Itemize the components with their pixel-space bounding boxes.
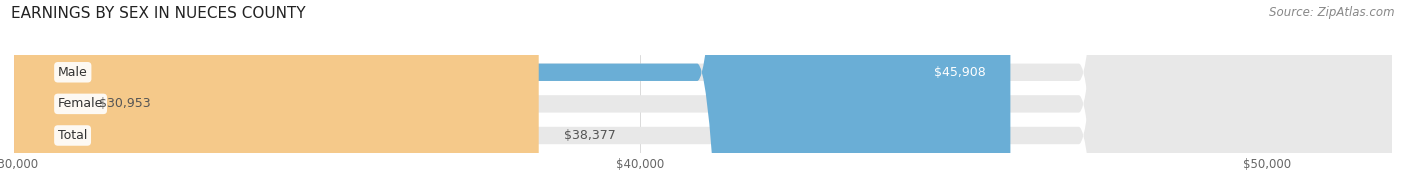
Text: Female: Female (58, 97, 103, 110)
FancyBboxPatch shape (14, 0, 538, 196)
Text: Male: Male (58, 66, 87, 79)
FancyBboxPatch shape (14, 0, 1392, 196)
FancyBboxPatch shape (14, 0, 1392, 196)
Text: $38,377: $38,377 (564, 129, 616, 142)
Text: $30,953: $30,953 (98, 97, 150, 110)
FancyBboxPatch shape (14, 0, 1011, 196)
FancyBboxPatch shape (14, 0, 1392, 196)
Text: $45,908: $45,908 (934, 66, 986, 79)
Text: Source: ZipAtlas.com: Source: ZipAtlas.com (1270, 6, 1395, 19)
Text: Total: Total (58, 129, 87, 142)
Text: EARNINGS BY SEX IN NUECES COUNTY: EARNINGS BY SEX IN NUECES COUNTY (11, 6, 307, 21)
FancyBboxPatch shape (0, 0, 328, 196)
